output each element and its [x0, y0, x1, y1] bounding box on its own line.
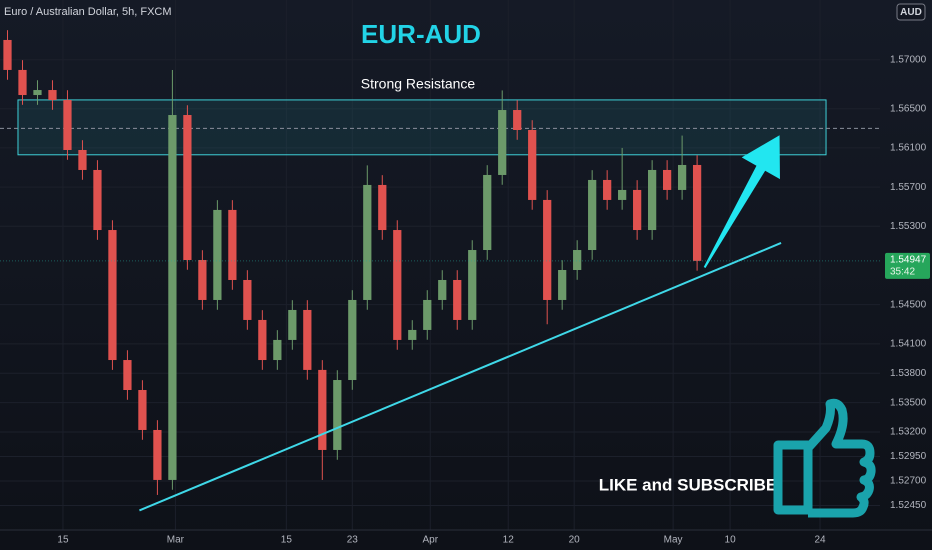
x-tick-label: 24: [814, 535, 826, 546]
x-tick-label: Apr: [422, 535, 438, 546]
candle-body: [662, 169, 672, 190]
y-tick-label: 1.55300: [890, 221, 927, 232]
candle-body: [48, 90, 57, 101]
y-tick-label: 1.55700: [890, 182, 927, 193]
candle-body: [528, 130, 537, 200]
y-tick-label: 1.57000: [890, 54, 927, 65]
trendline: [139, 242, 782, 512]
candle-body: [408, 329, 417, 340]
currency-label[interactable]: AUD: [900, 7, 922, 18]
candle-body: [618, 189, 627, 200]
x-tick-label: 12: [503, 535, 515, 546]
candle-body: [378, 184, 387, 231]
candle-body: [138, 390, 147, 430]
x-tick-label: 23: [347, 535, 359, 546]
y-tick-label: 1.53200: [890, 427, 927, 438]
candle-body: [318, 369, 327, 450]
candle-body: [453, 279, 462, 320]
candle-body: [63, 100, 72, 150]
candle-body: [393, 230, 402, 340]
candle-body: [633, 189, 642, 231]
y-tick-label: 1.54500: [890, 299, 927, 310]
y-tick-label: 1.54100: [890, 339, 927, 350]
candle-body: [648, 169, 657, 231]
y-tick-label: 1.56500: [890, 103, 927, 114]
candle-body: [498, 110, 507, 175]
candle-body: [692, 164, 702, 261]
candle-body: [588, 179, 597, 251]
y-tick-label: 1.56100: [890, 143, 927, 154]
x-tick-label: 15: [57, 535, 69, 546]
zone-label: Strong Resistance: [361, 76, 476, 92]
countdown-label: 35:42: [890, 267, 915, 278]
arrow: [703, 135, 780, 268]
candle-body: [33, 90, 42, 96]
resistance-zone: [17, 99, 827, 156]
candle-body: [423, 299, 432, 330]
y-tick-label: 1.53800: [890, 368, 927, 379]
candle-body: [243, 279, 252, 320]
candle-body: [153, 429, 162, 480]
call-to-action: LIKE and SUBSCRIBE: [599, 475, 778, 494]
candle-body: [168, 115, 177, 480]
chart-subtitle: Euro / Australian Dollar, 5h, FXCM: [4, 6, 172, 18]
candle-body: [183, 115, 192, 261]
y-tick-label: 1.53500: [890, 397, 927, 408]
candle-body: [213, 209, 222, 300]
candle-body: [558, 269, 567, 300]
candle-body: [273, 339, 282, 361]
y-tick-label: 1.52700: [890, 476, 927, 487]
x-tick-label: 15: [281, 535, 293, 546]
candle-body: [677, 164, 687, 190]
candle-body: [603, 179, 612, 200]
candle-body: [108, 230, 117, 361]
plot-area: [0, 30, 880, 512]
last-price-tag: [885, 252, 930, 279]
candle-body: [333, 380, 342, 450]
candle-body: [303, 309, 312, 370]
candle-body: [513, 110, 522, 131]
x-tick-label: 10: [725, 535, 737, 546]
candle-body: [18, 69, 27, 96]
y-tick-label: 1.52950: [890, 451, 927, 462]
candle-body: [348, 299, 357, 381]
currency-badge[interactable]: [896, 3, 926, 21]
chart-title: EUR-AUD: [361, 19, 481, 49]
thumbs-up-icon: [773, 398, 876, 518]
candle-body: [258, 319, 267, 361]
y-tick-label: 1.52450: [890, 500, 927, 511]
x-tick-label: 20: [569, 535, 581, 546]
candle-body: [483, 174, 492, 251]
candle-body: [198, 260, 207, 300]
candle-body: [288, 309, 297, 340]
candle-body: [543, 199, 552, 300]
x-tick-label: Mar: [167, 535, 185, 546]
candle-body: [228, 209, 237, 280]
candle-body: [3, 39, 12, 70]
candle-body: [93, 169, 102, 231]
candle-body: [78, 149, 87, 170]
candle-body: [363, 184, 372, 300]
x-tick-label: May: [664, 535, 683, 546]
last-price-label: 1.54947: [890, 255, 927, 266]
candle-body: [123, 360, 132, 391]
candle-body: [573, 250, 582, 270]
candle-body: [468, 250, 477, 320]
candle-body: [438, 279, 447, 300]
